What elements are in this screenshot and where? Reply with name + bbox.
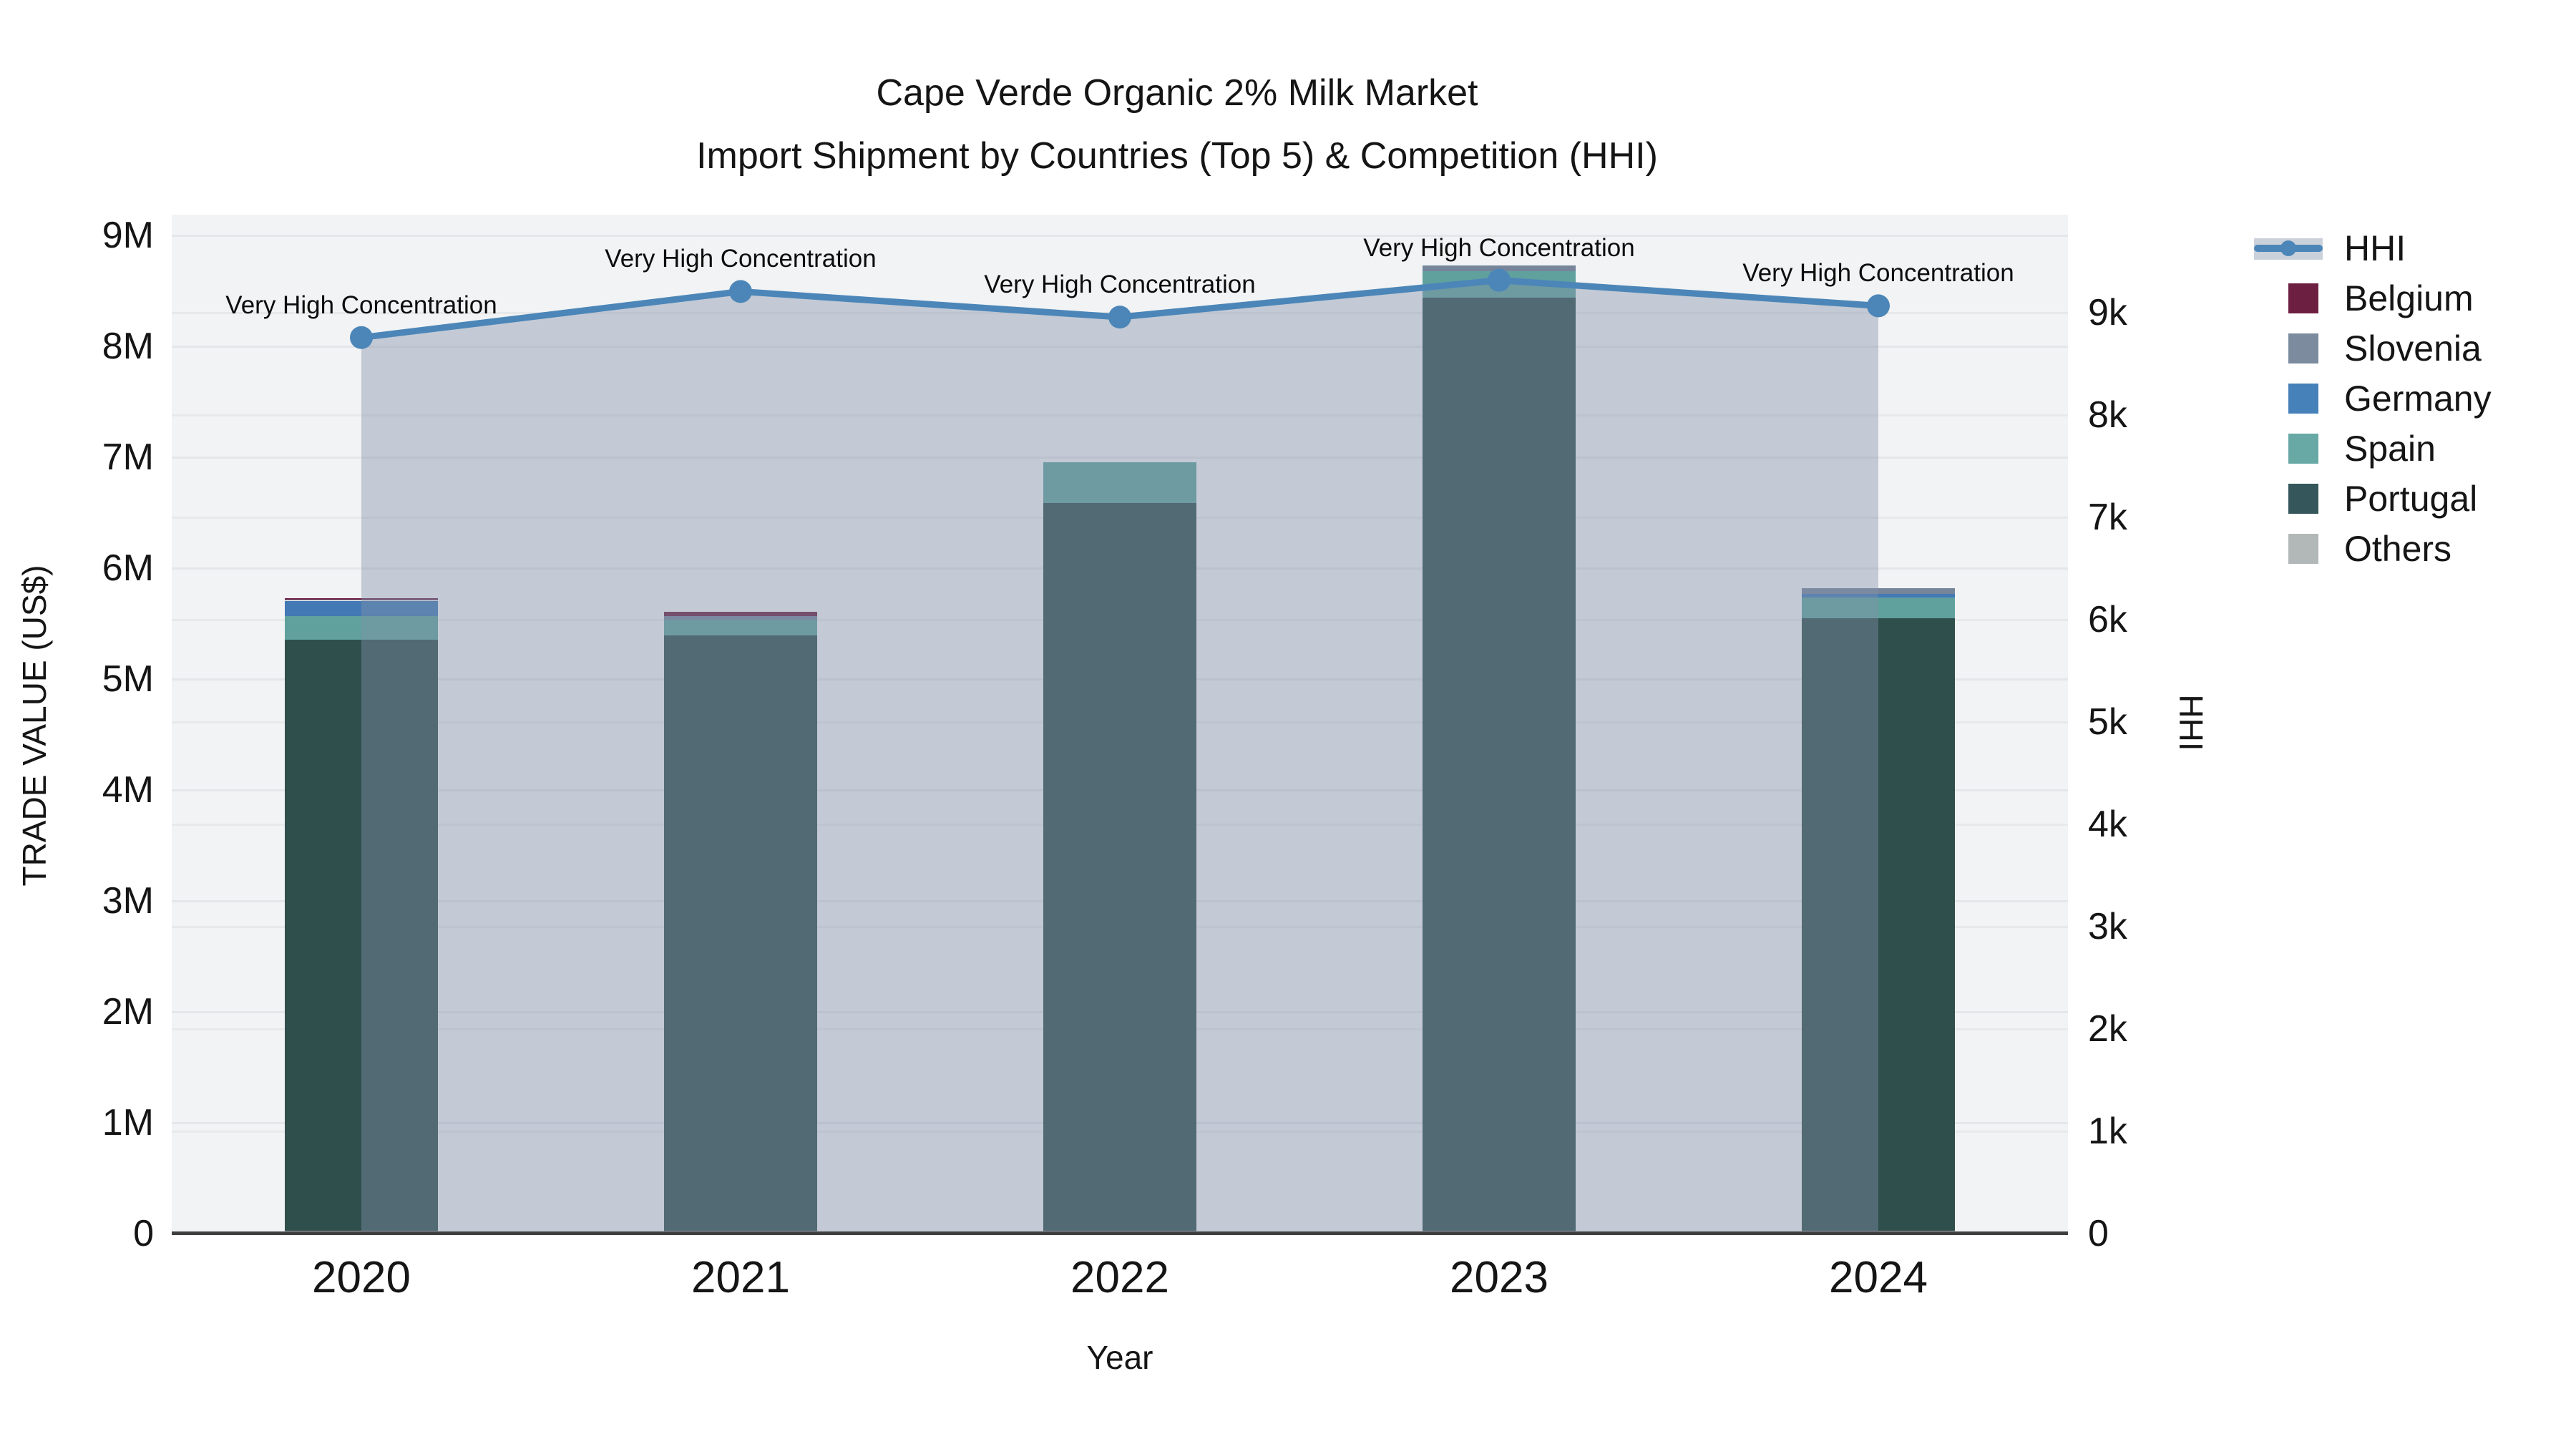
- chart-title-line1: Cape Verde Organic 2% Milk Market: [876, 72, 1478, 114]
- legend-swatch-slovenia: [2288, 333, 2318, 364]
- bar-segment-portugal[interactable]: [1802, 618, 1955, 1231]
- bar-segment-belgium[interactable]: [285, 598, 438, 600]
- legend-item-belgium[interactable]: Belgium: [2254, 273, 2569, 323]
- y-left-axis-title: TRADE VALUE (US$): [16, 565, 53, 887]
- bar-segment-slovenia[interactable]: [1423, 265, 1576, 272]
- y-right-tick-label: 0: [2088, 1213, 2109, 1254]
- legend-item-portugal[interactable]: Portugal: [2254, 474, 2569, 524]
- legend-swatch-portugal: [2288, 484, 2318, 514]
- legend: HHI Belgium Slovenia Germany Spain Portugal Ot…: [2254, 223, 2569, 574]
- y-right-tick-label: 6k: [2088, 599, 2127, 640]
- annotation-very-high-concentration: Very High Concentration: [1363, 233, 1635, 262]
- hhi-area-fill: [361, 280, 1878, 1233]
- legend-swatch-spain: [2288, 434, 2318, 464]
- y-left-tick-label: 0: [133, 1213, 154, 1254]
- bar-segment-spain[interactable]: [1043, 462, 1196, 504]
- x-tick-label: 2020: [312, 1253, 411, 1302]
- x-axis-title: Year: [1086, 1339, 1153, 1376]
- hhi-marker[interactable]: [1108, 306, 1131, 329]
- annotation-very-high-concentration: Very High Concentration: [1742, 259, 2014, 288]
- y-left-tick-label: 9M: [102, 215, 154, 256]
- bar-segment-portugal[interactable]: [285, 639, 438, 1231]
- legend-swatch-others: [2288, 534, 2318, 564]
- y-right-tick-label: 4k: [2088, 804, 2127, 845]
- bar-segment-spain[interactable]: [664, 619, 817, 635]
- legend-label: Others: [2344, 529, 2452, 569]
- legend-label: HHI: [2344, 228, 2406, 268]
- y-right-tick-label: 7k: [2088, 497, 2127, 538]
- bar-segment-slovenia[interactable]: [285, 599, 438, 601]
- bar-segment-spain[interactable]: [285, 616, 438, 640]
- legend-label: Spain: [2344, 429, 2436, 469]
- y-right-tick-label: 2k: [2088, 1008, 2127, 1050]
- legend-item-slovenia[interactable]: Slovenia: [2254, 323, 2569, 374]
- legend-label: Portugal: [2344, 479, 2478, 519]
- y-left-tick-label: 7M: [102, 436, 154, 478]
- legend-swatch-germany: [2288, 384, 2318, 414]
- hhi-marker[interactable]: [1488, 268, 1511, 292]
- bar-segment-belgium[interactable]: [664, 612, 817, 617]
- y-left-tick-label: 3M: [102, 880, 154, 922]
- y-right-tick-label: 3k: [2088, 906, 2127, 947]
- bar-segment-portugal[interactable]: [1043, 503, 1196, 1231]
- legend-item-hhi[interactable]: HHI: [2254, 223, 2569, 273]
- legend-label: Germany: [2344, 379, 2492, 419]
- x-tick-label: 2024: [1829, 1253, 1928, 1302]
- bar-segment-slovenia[interactable]: [664, 616, 817, 620]
- gridline-y-left: [172, 346, 2068, 348]
- legend-item-germany[interactable]: Germany: [2254, 374, 2569, 424]
- y-left-tick-label: 6M: [102, 547, 154, 589]
- bar-segment-germany[interactable]: [1802, 594, 1955, 597]
- legend-swatch-belgium: [2288, 283, 2318, 313]
- x-tick-label: 2021: [691, 1253, 790, 1302]
- x-tick-label: 2023: [1450, 1253, 1548, 1302]
- y-right-tick-label: 8k: [2088, 394, 2127, 436]
- chart-title: Cape Verde Organic 2% Milk Market Import…: [0, 62, 2354, 187]
- y-right-tick-label: 9k: [2088, 292, 2127, 333]
- chart-title-line2: Import Shipment by Countries (Top 5) & C…: [696, 135, 1658, 177]
- bar-segment-portugal[interactable]: [664, 635, 817, 1231]
- annotation-very-high-concentration: Very High Concentration: [984, 270, 1256, 299]
- bar-segment-spain[interactable]: [1802, 597, 1955, 619]
- y-right-tick-label: 1k: [2088, 1111, 2127, 1152]
- x-tick-label: 2022: [1070, 1253, 1169, 1302]
- bar-segment-germany[interactable]: [285, 600, 438, 617]
- legend-label: Slovenia: [2344, 328, 2482, 369]
- bar-segment-portugal[interactable]: [1423, 298, 1576, 1231]
- legend-item-spain[interactable]: Spain: [2254, 424, 2569, 474]
- y-left-tick-label: 5M: [102, 658, 154, 700]
- hhi-marker[interactable]: [350, 326, 373, 349]
- y-right-tick-label: 5k: [2088, 701, 2127, 743]
- y-left-tick-label: 1M: [102, 1102, 154, 1143]
- gridline-y-left: [172, 457, 2068, 459]
- legend-item-others[interactable]: Others: [2254, 524, 2569, 574]
- annotation-very-high-concentration: Very High Concentration: [225, 291, 497, 319]
- gridline-y-right: [172, 414, 2068, 416]
- hhi-line-legend-icon: [2254, 235, 2323, 261]
- hhi-marker[interactable]: [1867, 294, 1890, 318]
- y-left-tick-label: 2M: [102, 991, 154, 1033]
- y-left-tick-label: 4M: [102, 769, 154, 811]
- y-left-tick-label: 8M: [102, 326, 154, 367]
- annotation-very-high-concentration: Very High Concentration: [605, 245, 877, 273]
- hhi-marker[interactable]: [729, 280, 752, 303]
- bar-segment-slovenia[interactable]: [1802, 588, 1955, 595]
- x-axis-line: [172, 1231, 2068, 1235]
- y-right-axis-title: HHI: [2172, 694, 2210, 751]
- legend-label: Belgium: [2344, 278, 2474, 318]
- gridline-y-left: [172, 235, 2068, 237]
